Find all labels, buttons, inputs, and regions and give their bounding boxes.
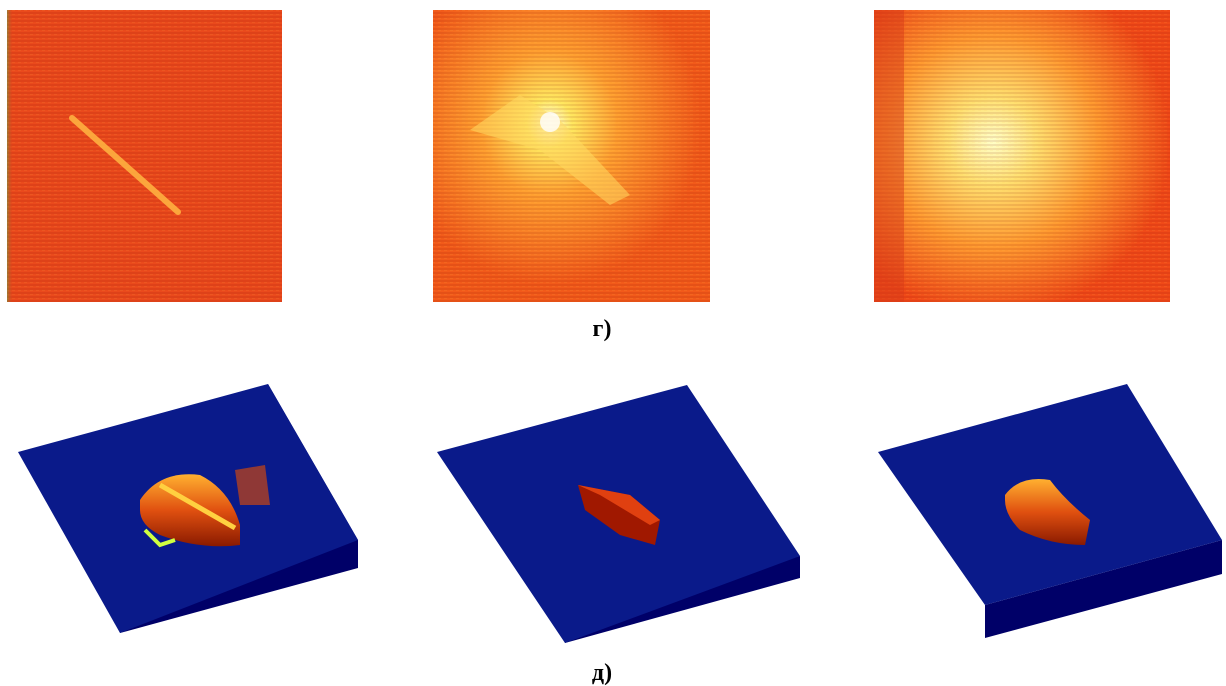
heatmap-2: [433, 10, 710, 302]
heatmap-3: [874, 10, 1170, 302]
surface-plot-2: [437, 385, 800, 643]
caption: г): [593, 316, 612, 342]
page: г) д) (() => { const data = JSON.parse(d…: [0, 0, 1226, 686]
surface-plot-1: [18, 384, 358, 633]
surface-plot-3: [878, 384, 1222, 638]
figure: г) д): [0, 0, 1226, 686]
heatmap-1: [7, 10, 282, 302]
caption: д): [592, 660, 612, 686]
